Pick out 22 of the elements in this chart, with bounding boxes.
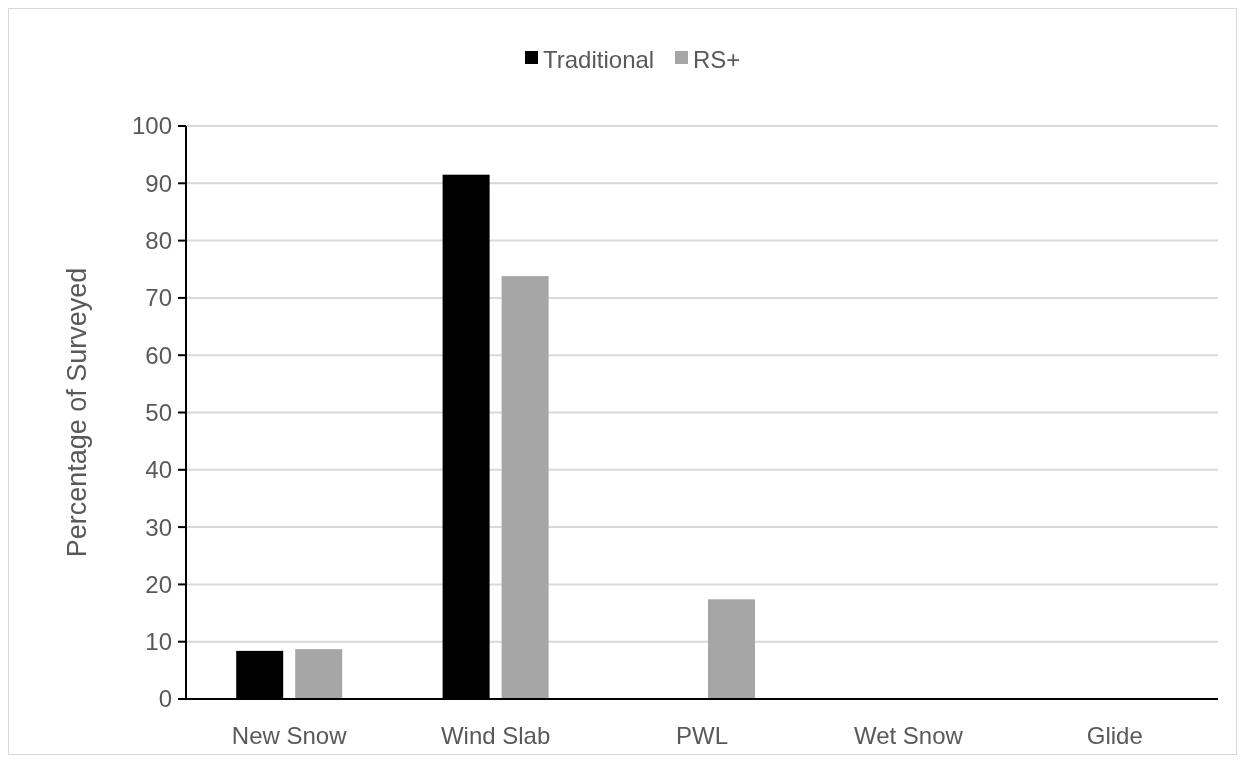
bar bbox=[708, 599, 755, 699]
bar bbox=[295, 649, 343, 699]
x-tick-label: Wet Snow bbox=[853, 722, 964, 749]
y-tick-label: 100 bbox=[131, 112, 172, 140]
y-tick-label: 80 bbox=[145, 227, 172, 254]
y-axis-title: Percentage of Surveyed bbox=[62, 267, 92, 558]
x-tick-label: New Snow bbox=[231, 722, 348, 749]
x-tick-label: PWL bbox=[675, 722, 729, 749]
y-tick-label: 90 bbox=[145, 169, 172, 197]
x-tick-label: Wind Slab bbox=[440, 722, 551, 749]
y-tick-label: 10 bbox=[145, 628, 172, 656]
y-tick-label: 40 bbox=[145, 456, 172, 484]
y-tick-label: 0 bbox=[158, 685, 172, 713]
x-tick-label: Glide bbox=[1086, 722, 1143, 749]
y-tick-label: 30 bbox=[145, 513, 172, 541]
legend-label: RS+ bbox=[693, 46, 741, 74]
bar bbox=[501, 276, 549, 699]
y-tick-label: 50 bbox=[145, 398, 172, 426]
y-tick-label: 60 bbox=[145, 341, 172, 369]
y-tick-label: 70 bbox=[145, 284, 172, 312]
y-tick-label: 20 bbox=[145, 570, 172, 598]
legend-label: Traditional bbox=[543, 46, 655, 74]
